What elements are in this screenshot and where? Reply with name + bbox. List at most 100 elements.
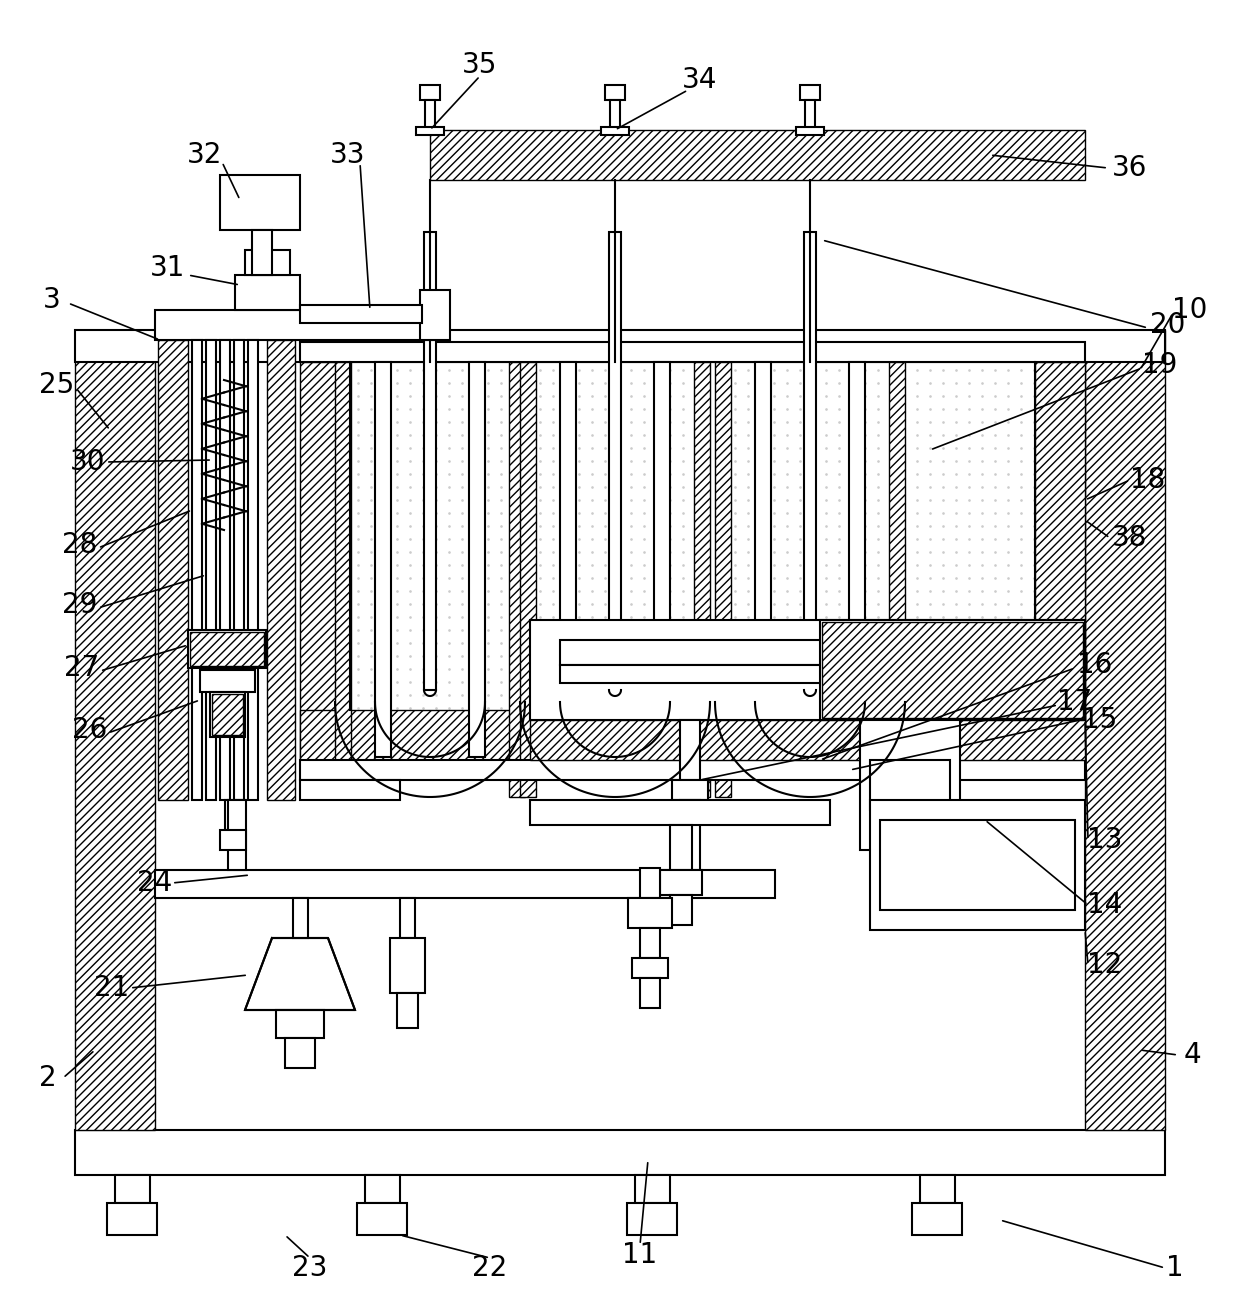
Text: 14: 14	[1087, 891, 1122, 919]
Bar	[300, 711, 1085, 761]
Bar	[640, 928, 660, 958]
Bar	[627, 1203, 677, 1234]
Bar	[520, 362, 536, 797]
Bar	[822, 622, 1083, 719]
Bar	[635, 1175, 670, 1203]
Text: 19: 19	[1142, 351, 1178, 379]
Text: 38: 38	[1112, 524, 1148, 551]
Bar	[300, 305, 422, 322]
Bar	[640, 869, 660, 898]
Bar	[74, 1130, 1166, 1175]
Bar	[529, 720, 1085, 761]
Text: 36: 36	[1112, 154, 1148, 182]
Text: 29: 29	[62, 591, 98, 619]
Bar	[300, 342, 1085, 362]
Bar	[870, 761, 950, 811]
Text: 22: 22	[472, 1254, 507, 1282]
Text: 28: 28	[62, 530, 98, 559]
Bar	[911, 1203, 962, 1234]
Bar	[228, 800, 246, 870]
Bar	[425, 100, 435, 130]
Bar	[861, 720, 960, 850]
Bar	[246, 250, 290, 275]
Bar	[192, 340, 202, 800]
Bar	[430, 130, 1085, 180]
Text: 30: 30	[71, 447, 105, 476]
Bar	[397, 994, 418, 1028]
Bar	[252, 230, 272, 275]
Polygon shape	[246, 938, 355, 1009]
Text: 13: 13	[1087, 826, 1122, 854]
Bar	[653, 362, 670, 757]
Bar	[300, 362, 350, 761]
Bar	[285, 1038, 315, 1069]
Bar	[224, 800, 246, 830]
Bar	[365, 1175, 401, 1203]
Bar	[210, 692, 246, 737]
Bar	[115, 1175, 150, 1203]
Bar	[155, 311, 440, 340]
Bar	[155, 870, 775, 898]
Bar	[206, 340, 216, 800]
Text: 32: 32	[187, 141, 223, 168]
Bar	[820, 620, 1085, 720]
Bar	[200, 670, 255, 692]
Text: 3: 3	[43, 286, 61, 315]
Bar	[190, 632, 264, 666]
Bar	[755, 362, 771, 757]
Text: 15: 15	[1083, 705, 1117, 734]
Bar	[293, 898, 308, 938]
Text: 2: 2	[40, 1065, 57, 1092]
Bar	[300, 780, 401, 800]
Bar	[391, 938, 425, 994]
Bar	[660, 870, 702, 895]
Bar	[804, 232, 816, 690]
Text: 33: 33	[330, 141, 366, 168]
Bar	[715, 362, 732, 797]
Text: 11: 11	[622, 1241, 657, 1269]
Bar	[670, 895, 692, 925]
Text: 27: 27	[64, 654, 99, 682]
Bar	[188, 630, 267, 669]
Bar	[107, 1203, 157, 1234]
Bar	[74, 330, 155, 1130]
Text: 26: 26	[72, 716, 108, 744]
Text: 1: 1	[1166, 1254, 1184, 1282]
Bar	[560, 362, 577, 757]
Text: 4: 4	[1183, 1041, 1200, 1069]
Text: 25: 25	[40, 371, 74, 399]
Bar	[420, 86, 440, 100]
Text: 12: 12	[1087, 951, 1122, 979]
Text: 18: 18	[1131, 466, 1166, 494]
Bar	[300, 761, 1085, 780]
Bar	[374, 362, 391, 757]
Bar	[74, 330, 1166, 362]
Text: 24: 24	[138, 869, 172, 898]
Bar	[420, 290, 450, 340]
Bar	[680, 800, 701, 870]
Bar	[670, 825, 692, 870]
Bar	[870, 800, 1085, 930]
Bar	[672, 780, 708, 800]
Bar	[560, 665, 1050, 683]
Bar	[508, 362, 525, 797]
Bar	[234, 340, 244, 800]
Bar	[529, 620, 1085, 720]
Bar	[609, 232, 621, 690]
Bar	[632, 958, 668, 978]
Bar	[1035, 362, 1085, 761]
Bar	[640, 978, 660, 1008]
Bar	[849, 362, 866, 757]
Bar	[627, 898, 672, 928]
Bar	[605, 86, 625, 100]
Bar	[805, 100, 815, 130]
Text: 31: 31	[150, 254, 186, 282]
Bar	[219, 830, 246, 850]
Bar	[335, 362, 351, 797]
Bar	[610, 100, 620, 130]
Bar	[796, 128, 825, 136]
Text: 34: 34	[682, 66, 718, 93]
Bar	[889, 362, 905, 797]
Bar	[219, 340, 229, 800]
Bar	[680, 720, 701, 780]
